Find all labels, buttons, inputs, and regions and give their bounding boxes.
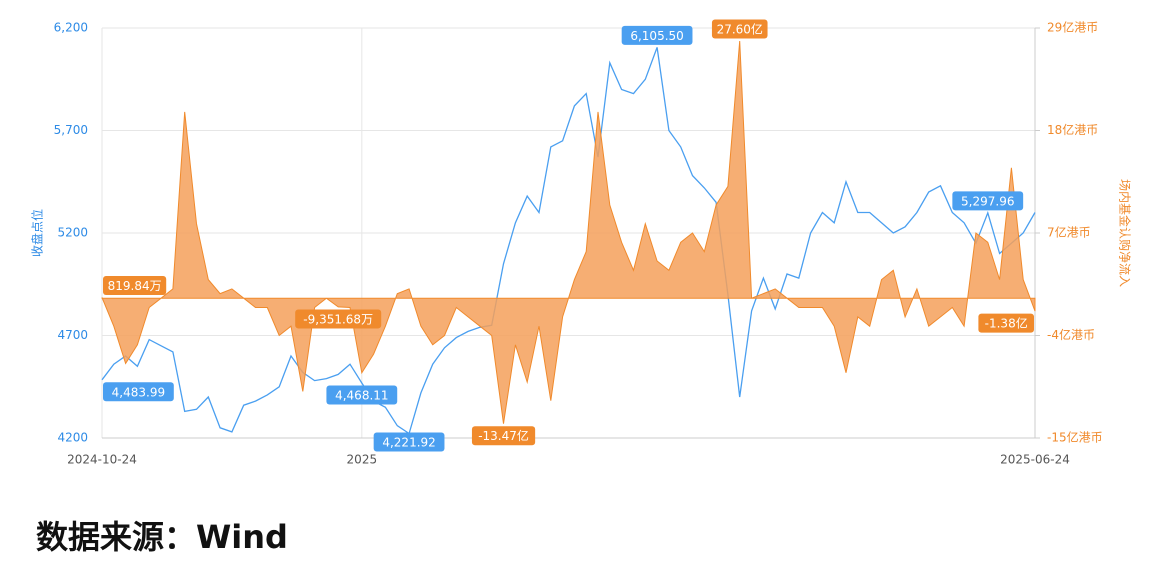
- data-label-box: [978, 313, 1034, 333]
- y-tick-label: 5,700: [54, 123, 88, 137]
- chart: 收盘点位 场内基金认购净流入 4200 4700 5200 5,700 6,200 -15…: [30, 19, 1133, 467]
- data-label: 4,221.92: [382, 436, 435, 450]
- y2-tick-label: -15亿港币: [1047, 430, 1103, 445]
- y-axis-label: 收盘点位: [30, 209, 45, 257]
- data-label-box: [295, 309, 382, 329]
- data-label-box: [621, 25, 693, 45]
- y2-tick-label: 18亿港币: [1047, 122, 1098, 137]
- data-label-box: [373, 432, 445, 452]
- x-tick-label: 2025-06-24: [1000, 453, 1070, 467]
- y2-tick-label: 7亿港币: [1047, 225, 1091, 240]
- data-label-box: [103, 382, 174, 402]
- data-label-box: [471, 426, 536, 446]
- data-label: 819.84万: [108, 279, 162, 293]
- y-tick-label: 4700: [57, 328, 88, 342]
- data-label: -13.47亿: [478, 428, 529, 443]
- data-label: 6,105.50: [630, 29, 683, 43]
- data-label-box: [952, 191, 1024, 211]
- data-label-box: [103, 275, 167, 295]
- data-label-box: [711, 19, 768, 39]
- data-label: 5,297.96: [961, 194, 1014, 208]
- x-tick-label: 2024-10-24: [67, 453, 137, 467]
- line: [101, 47, 1036, 435]
- y-tick-label: 6,200: [54, 21, 88, 35]
- data-label-box: [326, 385, 398, 405]
- data-label: 4,483.99: [112, 385, 165, 399]
- data-label: -9,351.68万: [303, 312, 373, 326]
- y2-tick-label: -4亿港币: [1047, 327, 1095, 342]
- data-label: -1.38亿: [985, 316, 1028, 331]
- y-tick-label: 4200: [57, 431, 88, 445]
- data-label: 4,468.11: [335, 389, 388, 403]
- data-label: 27.60亿: [717, 22, 763, 37]
- x-tick-label: 2025: [347, 453, 378, 467]
- area: [101, 40, 1036, 424]
- source-note: 数据来源：Wind: [36, 518, 288, 556]
- y2-tick-label: 29亿港币: [1047, 20, 1098, 35]
- y2-axis-label: 场内基金认购净流入: [1118, 179, 1133, 287]
- y-tick-label: 5200: [57, 226, 88, 240]
